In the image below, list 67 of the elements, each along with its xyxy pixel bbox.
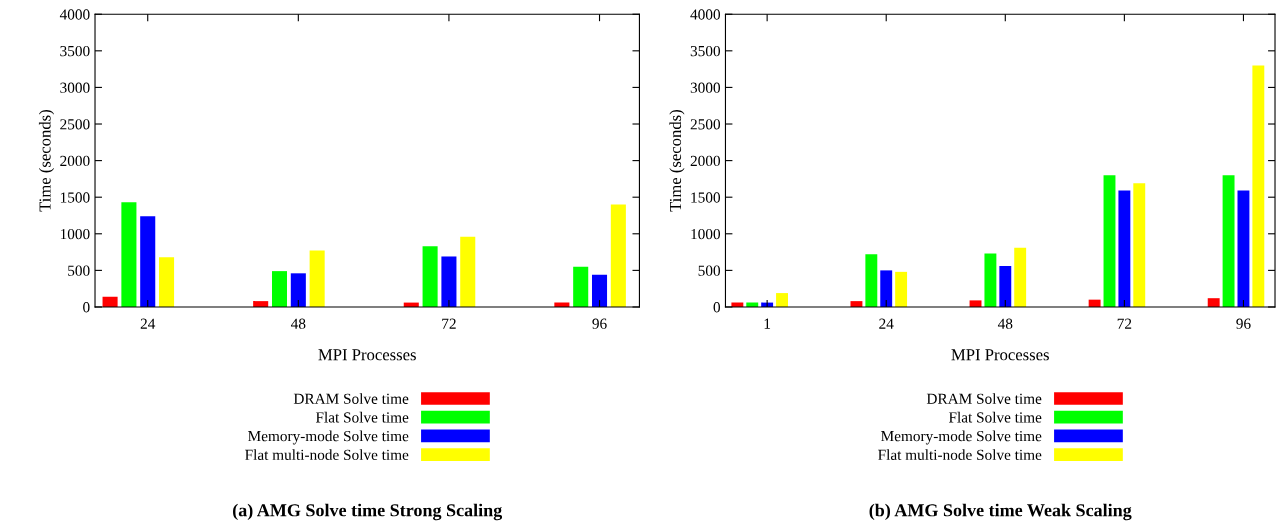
y-tick-label: 4000 — [690, 9, 721, 20]
legend-label: Flat multi-node Solve time — [245, 449, 409, 460]
bar — [1133, 183, 1146, 307]
bar — [1118, 190, 1131, 307]
x-tick-label: 24 — [140, 318, 156, 329]
x-tick-label: 1 — [764, 318, 771, 329]
y-tick-label: 500 — [698, 265, 721, 276]
bar — [460, 236, 476, 307]
bar — [441, 256, 457, 307]
y-tick-label: 1500 — [691, 192, 721, 203]
bar — [999, 265, 1012, 307]
y-tick-label: 1500 — [60, 192, 90, 203]
y-tick-label: 0 — [713, 302, 721, 313]
bar — [1207, 298, 1220, 307]
y-tick-label: 2500 — [690, 119, 721, 130]
bar — [159, 257, 175, 307]
bar — [271, 271, 288, 307]
bar — [895, 271, 908, 307]
y-tick-label: 1000 — [691, 228, 721, 240]
bar — [865, 254, 878, 307]
y-axis-title: Time (seconds) — [669, 110, 685, 212]
bar — [776, 293, 788, 307]
x-tick-label: 96 — [592, 318, 607, 329]
x-tick-label: 48 — [290, 318, 306, 329]
bar — [880, 270, 893, 307]
bar — [1222, 175, 1235, 307]
legend-label: Memory-mode Solve time — [248, 430, 409, 445]
bar — [290, 273, 306, 307]
y-axis-title: Time (seconds) — [38, 110, 55, 212]
legend-label: Flat multi-node Solve time — [878, 449, 1042, 460]
y-tick-label: 2500 — [60, 119, 90, 130]
x-axis-title: MPI Processes — [318, 349, 416, 361]
x-tick-label: 24 — [879, 318, 894, 329]
x-tick-label: 48 — [997, 318, 1013, 329]
legend-label: Flat Solve time — [315, 411, 409, 423]
text: (b) AMG Solve time Weak Scaling — [869, 503, 1132, 521]
bar — [422, 246, 438, 307]
legend-label: DRAM Solve time — [293, 393, 409, 404]
y-tick-label: 4000 — [59, 9, 90, 20]
x-axis-title: MPI Processes — [951, 349, 1049, 361]
y-tick-label: 3000 — [690, 82, 721, 93]
x-tick-label: 72 — [442, 318, 456, 329]
bar — [1252, 65, 1265, 307]
x-tick-label: 96 — [1236, 318, 1251, 329]
bar — [573, 266, 589, 307]
y-tick-label: 2000 — [690, 155, 721, 167]
y-tick-label: 500 — [68, 265, 90, 276]
y-tick-label: 3500 — [690, 45, 721, 57]
y-tick-label: 0 — [83, 302, 90, 313]
bar — [610, 204, 626, 307]
bar — [1014, 247, 1027, 307]
y-tick-label: 1000 — [60, 228, 90, 240]
bar — [121, 202, 137, 307]
bar — [591, 274, 608, 307]
y-tick-label: 2000 — [60, 155, 90, 167]
bar — [309, 250, 325, 307]
legend-label: Memory-mode Solve time — [881, 430, 1042, 445]
bar — [1103, 175, 1116, 307]
y-tick-label: 3500 — [60, 45, 90, 57]
bar — [1237, 190, 1250, 307]
legend-label: Flat Solve time — [948, 411, 1042, 423]
legend-label: DRAM Solve time — [926, 393, 1042, 404]
x-tick-label: 72 — [1117, 318, 1132, 329]
bar — [984, 253, 997, 307]
text: (a) AMG Solve time Strong Scaling — [233, 503, 503, 521]
y-tick-label: 3000 — [60, 82, 90, 93]
bar — [140, 216, 156, 307]
